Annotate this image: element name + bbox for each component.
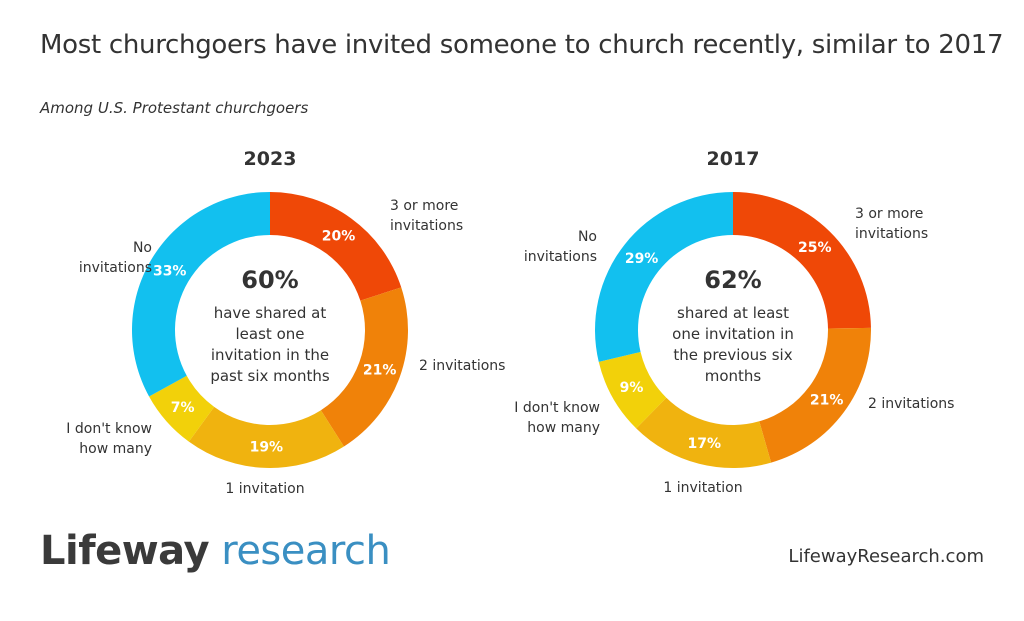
slice-value-label: 7% [171, 400, 195, 416]
slice-value-label: 20% [322, 229, 356, 245]
donut-slice [759, 327, 872, 463]
donut-slice [733, 192, 871, 329]
donut-slice [270, 192, 402, 301]
slice-value-label: 29% [625, 251, 659, 267]
donut-slice [636, 397, 772, 468]
slice-value-label: 17% [688, 436, 722, 452]
center-description-line: invitation in the [211, 346, 329, 364]
slice-category-label-line: 3 or more [390, 198, 458, 214]
center-description-line: shared at least [677, 304, 789, 322]
chart-title: Most churchgoers have invited someone to… [40, 30, 1004, 60]
donut-slice [188, 406, 344, 468]
center-description: shared at least one invitation in the prev… [672, 304, 794, 385]
slice-category-label-line: 1 invitation [663, 480, 742, 496]
donut-chart-2017: 2017 25% 3 or more invitations 21% 2 invitati… [514, 148, 954, 496]
donut-title: 2017 [707, 148, 760, 170]
slice-category-label-line: 2 invitations [419, 358, 505, 374]
slice-category-label: I don't know how many [514, 400, 600, 436]
slice-category-label: 1 invitation [663, 480, 742, 496]
slice-category-label-line: 1 invitation [225, 481, 304, 497]
donut-title: 2023 [244, 148, 297, 170]
center-description-line: months [705, 367, 762, 385]
slice-category-label: 1 invitation [225, 481, 304, 497]
chart-subtitle: Among U.S. Protestant churchgoers [40, 99, 309, 117]
slice-category-label-line: No [578, 229, 597, 245]
slice-category-label-line: I don't know [514, 400, 600, 416]
slice-category-label-line: invitations [855, 226, 928, 242]
slice-category-label: 3 or more invitations [390, 198, 463, 234]
logo-research: research [221, 528, 391, 574]
slice-category-label: I don't know how many [66, 421, 152, 457]
logo-brand: Lifeway [40, 528, 210, 574]
slice-category-label-line: how many [527, 420, 600, 436]
slice-category-label-line: I don't know [66, 421, 152, 437]
center-description-line: least one [236, 325, 305, 343]
center-value: 60% [241, 266, 298, 294]
center-value: 62% [704, 266, 761, 294]
donut-chart-2023: 2023 20% 3 or more invitations 21% 2 invitati… [66, 148, 505, 497]
slice-value-label: 21% [810, 392, 844, 408]
slice-value-label: 33% [153, 264, 187, 280]
slice-category-label-line: invitations [79, 260, 152, 276]
center-description-line: past six months [210, 367, 329, 385]
center-description-line: the previous six [673, 346, 792, 364]
slice-value-label: 25% [798, 240, 832, 256]
slice-category-label: 2 invitations [419, 358, 505, 374]
slice-category-label-line: how many [79, 441, 152, 457]
slice-value-label: 9% [620, 380, 644, 396]
donut-slice [320, 287, 408, 447]
slice-value-label: 19% [250, 439, 284, 455]
slice-category-label-line: invitations [390, 218, 463, 234]
donut-slice [131, 192, 270, 397]
center-description-line: have shared at [214, 304, 327, 322]
website-url: LifewayResearch.com [788, 546, 984, 567]
donut-slice [149, 375, 215, 442]
slice-category-label: 3 or more invitations [855, 206, 928, 242]
center-description-line: one invitation in [672, 325, 794, 343]
donut-slice [594, 192, 733, 362]
slice-category-label: 2 invitations [868, 396, 954, 412]
donut-slice [598, 351, 667, 429]
slice-category-label-line: 2 invitations [868, 396, 954, 412]
slice-category-label-line: No [133, 240, 152, 256]
slice-category-label: No invitations [524, 229, 597, 265]
slice-category-label-line: invitations [524, 249, 597, 265]
center-description: have shared at least one invitation in the… [210, 304, 329, 385]
slice-category-label: No invitations [79, 240, 152, 276]
slice-value-label: 21% [363, 362, 397, 378]
lifeway-research-logo: Lifeway research [40, 528, 391, 574]
slice-category-label-line: 3 or more [855, 206, 923, 222]
